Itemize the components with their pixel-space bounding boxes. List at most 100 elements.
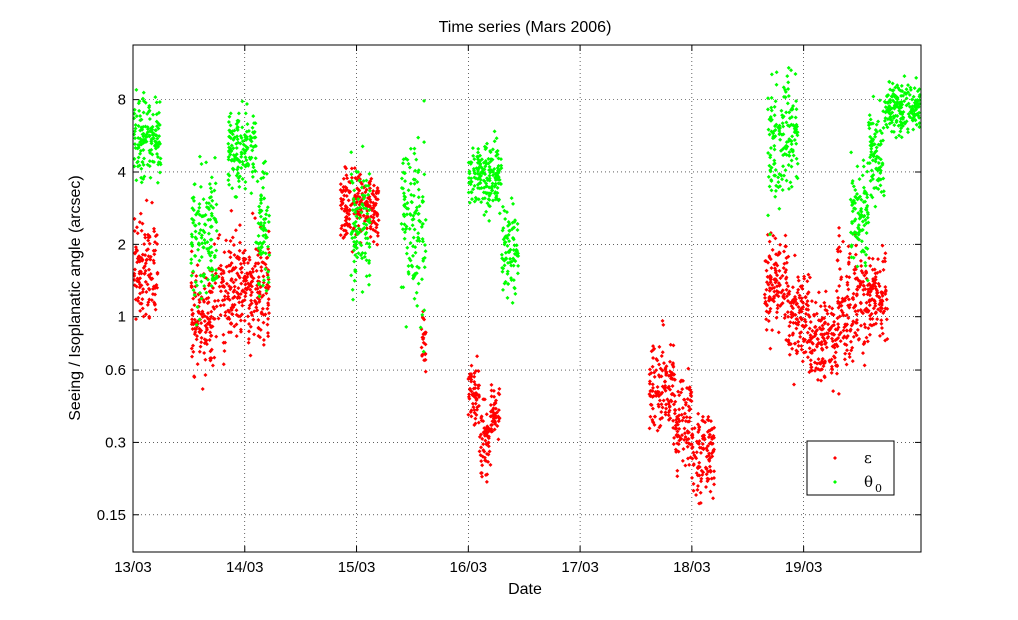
- data-point: [474, 412, 479, 417]
- data-point: [488, 409, 493, 414]
- data-point: [244, 271, 249, 276]
- data-point: [138, 301, 143, 306]
- data-point: [664, 373, 669, 378]
- data-point: [842, 357, 847, 362]
- data-point: [648, 402, 653, 407]
- data-point: [361, 213, 366, 218]
- data-point: [238, 291, 243, 296]
- data-point: [243, 137, 248, 142]
- data-point: [146, 238, 151, 243]
- data-point: [211, 316, 216, 321]
- data-point: [263, 235, 268, 240]
- data-point: [654, 356, 659, 361]
- data-point: [767, 255, 772, 260]
- data-point: [877, 333, 882, 338]
- data-point: [670, 372, 675, 377]
- data-point: [844, 335, 849, 340]
- data-point: [783, 312, 788, 317]
- data-point: [848, 339, 853, 344]
- data-point: [203, 241, 208, 246]
- data-point: [700, 442, 705, 447]
- data-point: [816, 357, 821, 362]
- data-point: [234, 308, 239, 313]
- data-point: [232, 284, 237, 289]
- data-point: [259, 265, 264, 270]
- data-point: [810, 328, 815, 333]
- data-point: [830, 306, 835, 311]
- data-point: [149, 139, 154, 144]
- data-point: [259, 221, 264, 226]
- data-point: [830, 323, 835, 328]
- data-point: [206, 231, 211, 236]
- data-point: [233, 277, 238, 282]
- data-point: [841, 328, 846, 333]
- data-point: [660, 350, 665, 355]
- data-point: [677, 413, 682, 418]
- data-point: [145, 111, 150, 116]
- data-point: [235, 137, 240, 142]
- data-point: [141, 131, 146, 136]
- data-point: [155, 180, 160, 185]
- data-point: [496, 437, 501, 442]
- data-point: [257, 294, 262, 299]
- data-point: [870, 286, 875, 291]
- data-point: [820, 335, 825, 340]
- data-point: [231, 289, 236, 294]
- data-point: [229, 208, 234, 213]
- data-point: [787, 333, 792, 338]
- data-point: [666, 413, 671, 418]
- data-point: [199, 235, 204, 240]
- data-point: [249, 274, 254, 279]
- data-point: [807, 314, 812, 319]
- data-point: [236, 314, 241, 319]
- data-point: [207, 181, 212, 186]
- data-point: [775, 306, 780, 311]
- data-point: [145, 247, 150, 252]
- data-point: [818, 368, 823, 373]
- data-point: [359, 182, 364, 187]
- data-point: [190, 354, 195, 359]
- data-point: [134, 87, 139, 92]
- data-point: [846, 303, 851, 308]
- data-point: [143, 253, 148, 258]
- data-point: [239, 154, 244, 159]
- data-point: [212, 216, 217, 221]
- data-point: [676, 389, 681, 394]
- data-point: [647, 367, 652, 372]
- data-point: [138, 291, 143, 296]
- data-point: [837, 304, 842, 309]
- data-point: [836, 301, 841, 306]
- data-point: [662, 379, 667, 384]
- data-point: [134, 114, 139, 119]
- data-point: [683, 463, 688, 468]
- data-point: [831, 354, 836, 359]
- data-point: [221, 269, 226, 274]
- data-point: [707, 441, 712, 446]
- data-point: [787, 352, 792, 357]
- data-point: [650, 364, 655, 369]
- data-point: [226, 291, 231, 296]
- data-point: [875, 270, 880, 275]
- data-point: [706, 414, 711, 419]
- data-point: [247, 255, 252, 260]
- data-point: [236, 291, 241, 296]
- data-point: [250, 174, 255, 179]
- data-point: [819, 317, 824, 322]
- data-point: [141, 147, 146, 152]
- data-point: [862, 341, 867, 346]
- data-point: [801, 324, 806, 329]
- data-point: [265, 306, 270, 311]
- data-point: [869, 311, 874, 316]
- data-point: [796, 339, 801, 344]
- data-point: [262, 196, 267, 201]
- data-point: [203, 373, 208, 378]
- data-point: [867, 293, 872, 298]
- data-point: [258, 248, 263, 253]
- data-point: [815, 327, 820, 332]
- data-point: [470, 393, 475, 398]
- data-point: [236, 286, 241, 291]
- data-point: [153, 307, 158, 312]
- data-point: [680, 387, 685, 392]
- data-point: [829, 364, 834, 369]
- data-point: [786, 339, 791, 344]
